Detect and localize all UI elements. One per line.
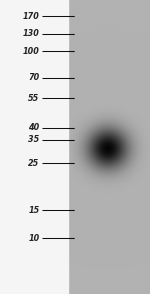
Bar: [0, 0, 68, 294]
Text: 170: 170: [23, 12, 39, 21]
Text: 10: 10: [28, 234, 39, 243]
Text: 25: 25: [28, 159, 39, 168]
Text: 170: 170: [23, 12, 39, 21]
Text: 40: 40: [28, 123, 39, 132]
Text: 55: 55: [28, 94, 39, 103]
Text: 25: 25: [28, 159, 39, 168]
Text: 100: 100: [23, 47, 39, 56]
Text: 10: 10: [28, 234, 39, 243]
Text: 100: 100: [23, 47, 39, 56]
Text: 35: 35: [28, 135, 39, 144]
Text: 130: 130: [23, 29, 39, 38]
Text: 70: 70: [28, 74, 39, 82]
Bar: [0, 0, 68, 294]
Text: 35: 35: [28, 135, 39, 144]
Text: 40: 40: [28, 123, 39, 132]
Bar: [68, 0, 150, 294]
Text: 70: 70: [28, 74, 39, 82]
Text: 15: 15: [28, 206, 39, 215]
Text: 15: 15: [28, 206, 39, 215]
Text: 130: 130: [23, 29, 39, 38]
Text: 55: 55: [28, 94, 39, 103]
